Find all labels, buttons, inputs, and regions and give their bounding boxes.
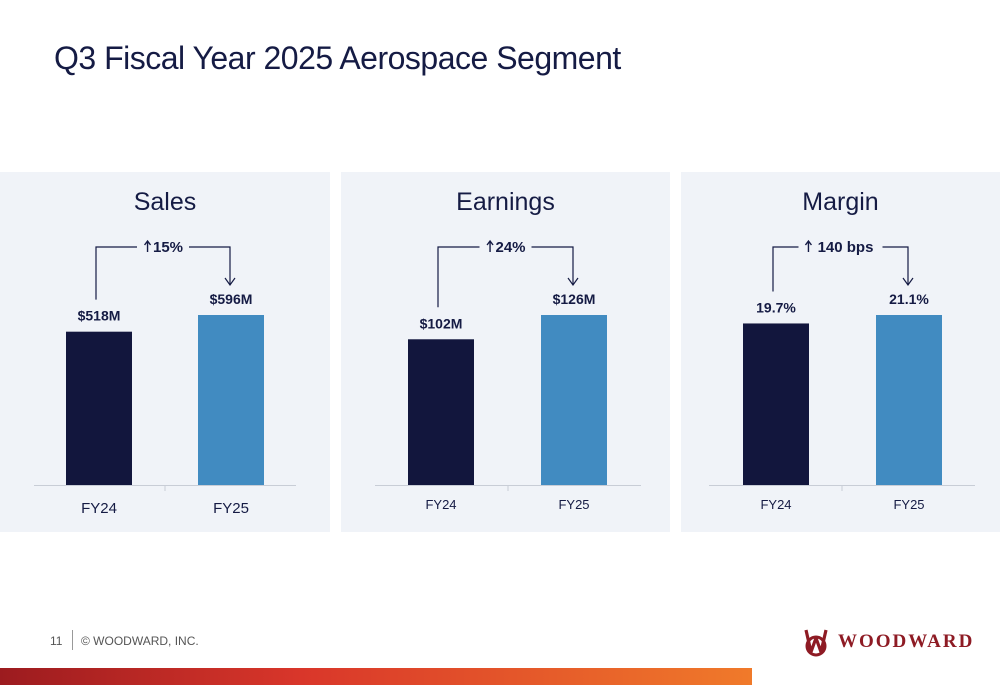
- down-arrow-icon: [567, 277, 579, 287]
- bar-fy25: [198, 315, 264, 485]
- data-label: $518M: [78, 308, 121, 324]
- bar-fy25: [541, 315, 607, 485]
- bracket-left-line: [437, 246, 480, 308]
- bar-fy24: [66, 331, 132, 485]
- change-label: 15%: [153, 239, 183, 256]
- footer-divider: [72, 630, 73, 650]
- chart-title: Margin: [802, 188, 879, 216]
- x-tick-label: FY25: [893, 497, 924, 512]
- bracket-right-line: [189, 246, 231, 285]
- x-tick-label: FY24: [425, 497, 456, 512]
- x-tick-label: FY25: [558, 497, 589, 512]
- bar-fy25: [876, 315, 942, 485]
- bracket-left-line: [95, 246, 137, 300]
- data-label: 19.7%: [756, 299, 796, 315]
- bracket-right-line: [882, 246, 909, 285]
- change-label: 24%: [495, 239, 525, 256]
- chart-svg: 19.7% FY24 21.1% FY25 140 bps: [709, 239, 975, 512]
- chart-svg: $102M FY24 $126M FY25 24%: [375, 239, 641, 512]
- sales-chart-panel: Sales $518M FY24 $596M FY25 15%: [0, 172, 330, 532]
- up-arrow-icon: [486, 239, 494, 252]
- x-tick-label: FY24: [81, 500, 117, 517]
- chart-svg: $518M FY24 $596M FY25 15%: [34, 239, 296, 517]
- x-tick-label: FY25: [213, 500, 249, 517]
- woodward-logo: WOODWARD: [800, 625, 974, 659]
- down-arrow-icon: [902, 277, 914, 287]
- change-label: 140 bps: [818, 239, 874, 256]
- data-label: $126M: [553, 291, 596, 307]
- chart-title: Earnings: [456, 188, 555, 216]
- page-number: 11: [50, 634, 63, 648]
- x-tick-label: FY24: [760, 497, 791, 512]
- data-label: $102M: [420, 315, 463, 331]
- bar-fy24: [408, 339, 474, 485]
- logo-wordmark: WOODWARD: [838, 631, 975, 652]
- bracket-left-line: [772, 246, 799, 292]
- data-label: $596M: [210, 291, 253, 307]
- up-arrow-icon: [804, 239, 813, 252]
- bracket-right-line: [531, 246, 574, 285]
- woodward-logo-icon: [804, 629, 828, 657]
- earnings-chart-panel: Earnings $102M FY24 $126M FY25 24%: [341, 172, 670, 532]
- copyright-text: © WOODWARD, INC.: [81, 634, 199, 648]
- accent-bar: [0, 668, 752, 685]
- chart-title: Sales: [133, 188, 197, 216]
- margin-chart-panel: Margin 19.7% FY24 21.1% FY25 140 bps: [681, 172, 1000, 532]
- data-label: 21.1%: [889, 291, 929, 307]
- up-arrow-icon: [143, 239, 152, 252]
- bar-fy24: [743, 323, 809, 485]
- page-title: Q3 Fiscal Year 2025 Aerospace Segment: [54, 40, 621, 76]
- down-arrow-icon: [224, 277, 236, 287]
